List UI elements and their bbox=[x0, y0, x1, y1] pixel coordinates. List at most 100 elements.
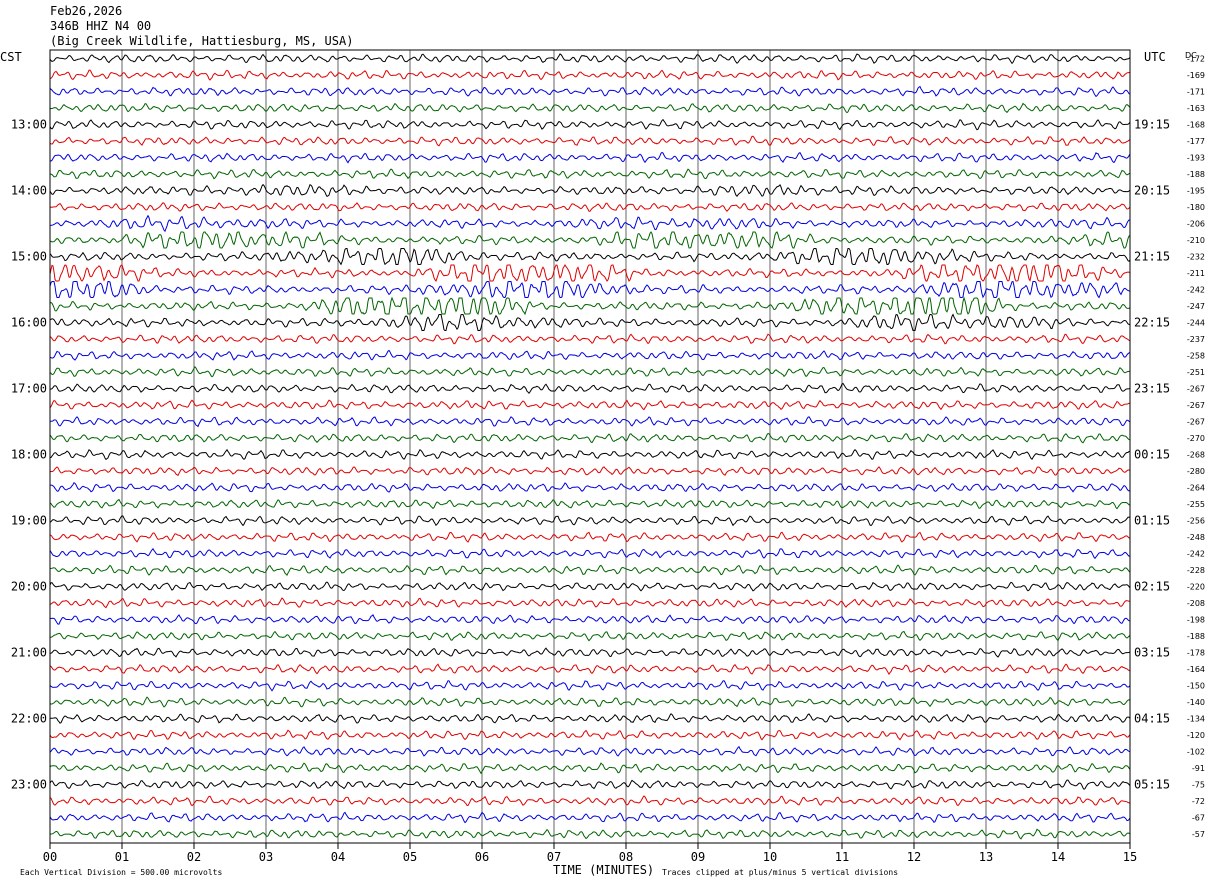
dc-offset-label: -120 bbox=[1187, 731, 1205, 740]
right-hour-labels: 19:15 20:15 21:15 22:15 23:15 00:15 01:15 02:15… bbox=[1134, 118, 1170, 792]
dc-offset-label: -242 bbox=[1187, 550, 1205, 559]
trace-line-11 bbox=[49, 214, 1131, 233]
trace-line-39 bbox=[49, 680, 1131, 692]
right-hour-label: 22:15 bbox=[1134, 316, 1170, 330]
x-tick-label: 00 bbox=[43, 850, 57, 864]
trace-line-26 bbox=[49, 466, 1131, 477]
seismic-traces bbox=[49, 53, 1131, 840]
dc-offset-label: -280 bbox=[1187, 467, 1205, 476]
dc-offset-label: -256 bbox=[1187, 517, 1205, 526]
dc-offset-label: -140 bbox=[1187, 698, 1205, 707]
x-tick-label: 14 bbox=[1051, 850, 1065, 864]
plot-header: Feb26,2026 346B HHZ N4 00 (Big Creek Wildl… bbox=[50, 4, 353, 49]
right-hour-label: 20:15 bbox=[1134, 184, 1170, 198]
dc-offset-label: -232 bbox=[1187, 253, 1205, 262]
dc-offset-label: -164 bbox=[1187, 665, 1205, 674]
dc-offset-label: -169 bbox=[1187, 71, 1205, 80]
trace-line-22 bbox=[49, 399, 1131, 411]
clip-note: Traces clipped at plus/minus 5 vertical … bbox=[662, 868, 898, 877]
x-axis-title: TIME (MINUTES) bbox=[553, 863, 654, 877]
dc-offset-label: -171 bbox=[1187, 88, 1205, 97]
x-tick-label: 06 bbox=[475, 850, 489, 864]
right-hour-label: 04:15 bbox=[1134, 712, 1170, 726]
dc-offset-label: -178 bbox=[1187, 649, 1205, 658]
dc-offset-label: -228 bbox=[1187, 566, 1205, 575]
dc-offset-label: -268 bbox=[1187, 451, 1205, 460]
dc-offset-label: -267 bbox=[1187, 418, 1205, 427]
dc-offset-label: -67 bbox=[1192, 814, 1205, 823]
x-tick-label: 12 bbox=[907, 850, 921, 864]
trace-line-5 bbox=[49, 118, 1131, 131]
dc-offset-label: -247 bbox=[1187, 302, 1205, 311]
trace-line-10 bbox=[49, 202, 1131, 213]
trace-line-42 bbox=[49, 729, 1131, 741]
dc-offset-label: -193 bbox=[1187, 154, 1205, 163]
dc-offset-label: -251 bbox=[1187, 368, 1205, 377]
trace-line-29 bbox=[49, 515, 1131, 527]
dc-offset-label: -270 bbox=[1187, 434, 1205, 443]
trace-line-38 bbox=[49, 663, 1131, 676]
right-hour-label: 01:15 bbox=[1134, 514, 1170, 528]
dc-offset-label: -150 bbox=[1187, 682, 1205, 691]
right-hour-label: 23:15 bbox=[1134, 382, 1170, 396]
trace-line-27 bbox=[49, 481, 1131, 493]
left-hour-label: 15:00 bbox=[11, 250, 47, 264]
dc-offset-labels: -172 -169 -171 -163 -168 -177 -193 -188 -195 -180… bbox=[1187, 55, 1205, 840]
x-axis-ticks: 00 01 02 03 04 05 06 07 08 09 10 11 12 13 14 15 bbox=[43, 843, 1137, 864]
left-hour-label: 23:00 bbox=[11, 778, 47, 792]
trace-line-18 bbox=[49, 333, 1131, 345]
trace-line-4 bbox=[49, 102, 1131, 114]
x-tick-label: 05 bbox=[403, 850, 417, 864]
right-hour-label: 02:15 bbox=[1134, 580, 1170, 594]
trace-line-15 bbox=[49, 280, 1131, 299]
x-tick-label: 08 bbox=[619, 850, 633, 864]
left-hour-label: 20:00 bbox=[11, 580, 47, 594]
station-label: 346B HHZ N4 00 bbox=[50, 19, 152, 33]
trace-line-34 bbox=[49, 597, 1131, 609]
dc-offset-label: -102 bbox=[1187, 748, 1205, 757]
trace-line-33 bbox=[49, 581, 1131, 592]
trace-line-14 bbox=[49, 264, 1131, 283]
dc-offset-label: -244 bbox=[1187, 319, 1205, 328]
trace-line-31 bbox=[49, 547, 1131, 560]
trace-line-40 bbox=[49, 696, 1131, 708]
right-hour-label: 21:15 bbox=[1134, 250, 1170, 264]
trace-line-8 bbox=[50, 168, 1131, 180]
dc-offset-label: -208 bbox=[1187, 599, 1205, 608]
left-hour-label: 19:00 bbox=[11, 514, 47, 528]
trace-line-48 bbox=[49, 828, 1131, 840]
x-tick-label: 13 bbox=[979, 850, 993, 864]
dc-offset-label: -188 bbox=[1187, 632, 1205, 641]
trace-line-35 bbox=[49, 614, 1131, 625]
x-tick-label: 03 bbox=[259, 850, 273, 864]
right-hour-label: 19:15 bbox=[1134, 118, 1170, 132]
dc-offset-label: -195 bbox=[1187, 187, 1205, 196]
dc-offset-label: -57 bbox=[1192, 830, 1205, 839]
left-hour-label: 16:00 bbox=[11, 316, 47, 330]
dc-offset-label: -210 bbox=[1187, 236, 1205, 245]
x-tick-label: 11 bbox=[835, 850, 849, 864]
left-hour-label: 22:00 bbox=[11, 712, 47, 726]
dc-offset-label: -72 bbox=[1192, 797, 1205, 806]
dc-offset-label: -255 bbox=[1187, 500, 1205, 509]
trace-line-45 bbox=[49, 779, 1131, 790]
right-hour-label: 03:15 bbox=[1134, 646, 1170, 660]
trace-line-37 bbox=[50, 647, 1131, 658]
trace-line-46 bbox=[49, 795, 1131, 807]
dc-offset-label: -134 bbox=[1187, 715, 1205, 724]
trace-line-16 bbox=[49, 296, 1131, 316]
x-tick-label: 10 bbox=[763, 850, 777, 864]
trace-line-41 bbox=[49, 713, 1131, 724]
left-hour-labels: 13:00 14:00 15:00 16:00 17:00 18:00 19:00 20:00… bbox=[11, 118, 47, 792]
trace-line-13 bbox=[49, 248, 1131, 266]
x-tick-label: 15 bbox=[1123, 850, 1137, 864]
dc-offset-label: -267 bbox=[1187, 385, 1205, 394]
dc-offset-label: -198 bbox=[1187, 616, 1205, 625]
right-hour-label: 05:15 bbox=[1134, 778, 1170, 792]
right-timezone-label: UTC bbox=[1144, 50, 1166, 64]
trace-line-19 bbox=[49, 349, 1131, 361]
dc-offset-label: -220 bbox=[1187, 583, 1205, 592]
trace-line-47 bbox=[49, 811, 1131, 824]
trace-line-25 bbox=[50, 448, 1131, 461]
plot-frame bbox=[49, 49, 1131, 844]
